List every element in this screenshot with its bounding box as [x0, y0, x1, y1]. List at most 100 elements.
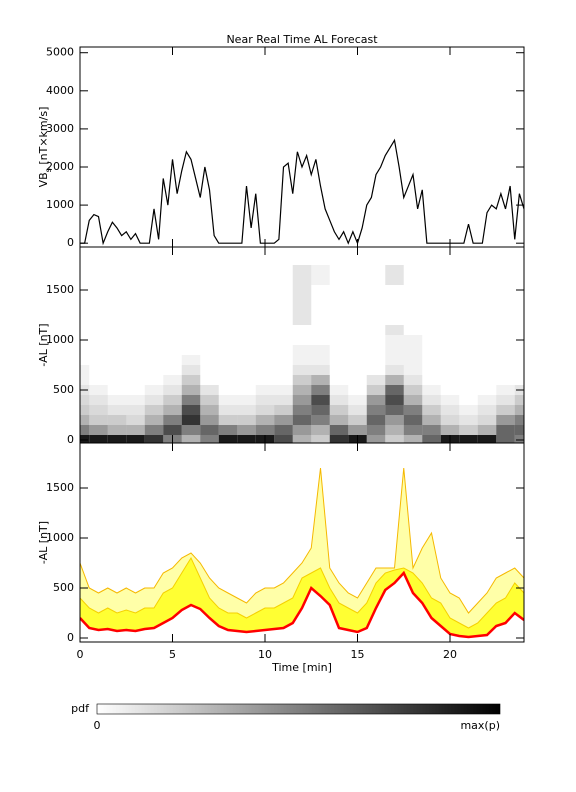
heatmap-cell: [404, 325, 423, 335]
heatmap-cell: [108, 275, 127, 285]
heatmap-cell: [108, 265, 127, 275]
heatmap-cell: [80, 365, 90, 375]
heatmap-cell: [459, 265, 478, 275]
heatmap-cell: [403, 365, 423, 375]
heatmap-cell: [89, 405, 108, 415]
heatmap-cell: [182, 345, 201, 355]
heatmap-cell: [459, 285, 478, 295]
heatmap-cell: [163, 315, 182, 325]
heatmap-cell: [145, 315, 164, 325]
heatmap-cell: [181, 395, 201, 405]
heatmap-cell: [422, 335, 441, 345]
heatmap-cell: [403, 355, 423, 365]
heatmap-cell: [163, 335, 182, 345]
heatmap-cell: [292, 295, 312, 305]
heatmap-cell: [255, 395, 275, 405]
x-tick-label: 10: [258, 648, 272, 661]
heatmap-cell: [200, 385, 219, 395]
heatmap-cell: [366, 375, 386, 385]
heatmap-cell: [163, 405, 182, 415]
heatmap-cell: [441, 325, 460, 335]
heatmap-cell: [477, 395, 497, 405]
heatmap-cell: [385, 305, 404, 315]
heatmap-cell: [367, 355, 386, 365]
heatmap-cell: [256, 375, 275, 385]
heatmap-cell: [200, 265, 219, 275]
heatmap-cell: [218, 405, 238, 415]
heatmap-cell: [89, 295, 108, 305]
y-tick-label: 1000: [46, 198, 74, 211]
heatmap-cell: [144, 425, 164, 435]
heatmap-cell: [422, 375, 441, 385]
heatmap-cell: [126, 435, 145, 443]
heatmap-cell: [163, 325, 182, 335]
heatmap-cell: [441, 295, 460, 305]
heatmap-cell: [329, 405, 349, 415]
heatmap-cell: [219, 385, 238, 395]
heatmap-cell: [182, 275, 201, 285]
heatmap-cell: [108, 375, 127, 385]
heatmap-cell: [126, 405, 145, 415]
chart-title: Near Real Time AL Forecast: [226, 33, 378, 46]
heatmap-cell: [89, 435, 108, 443]
heatmap-cell: [219, 365, 238, 375]
heatmap-cell: [478, 385, 497, 395]
heatmap-cell: [514, 435, 524, 443]
heatmap-cell: [311, 335, 330, 345]
heatmap-cell: [330, 345, 349, 355]
heatmap-cell: [311, 355, 330, 365]
heatmap-cell: [89, 315, 108, 325]
x-axis-label: Time [min]: [271, 661, 332, 674]
heatmap-cell: [385, 285, 404, 295]
heatmap-cell: [496, 275, 515, 285]
heatmap-cell: [89, 415, 108, 425]
heatmap-cell: [200, 335, 219, 345]
heatmap-cell: [367, 345, 386, 355]
heatmap-cell: [107, 435, 127, 443]
heatmap-cell: [514, 415, 524, 425]
heatmap-cell: [366, 435, 386, 443]
heatmap-cell: [292, 315, 312, 325]
heatmap-cell: [163, 415, 182, 425]
heatmap-cell: [145, 275, 164, 285]
heatmap-cell: [237, 425, 256, 435]
heatmap-cell: [256, 335, 275, 345]
x-tick-label: 0: [77, 648, 84, 661]
heatmap-cell: [108, 385, 127, 395]
heatmap-cell: [163, 425, 182, 435]
heatmap-cell: [348, 425, 367, 435]
heatmap-cell: [385, 265, 404, 275]
heatmap-cell: [292, 285, 312, 295]
heatmap-cell: [459, 345, 478, 355]
plot-area: [80, 467, 524, 642]
heatmap-cell: [459, 355, 478, 365]
heatmap-cell: [478, 305, 497, 315]
heatmap-cell: [404, 285, 423, 295]
area-edge: [80, 467, 524, 614]
heatmap-cell: [126, 355, 145, 365]
heatmap-cell: [89, 375, 108, 385]
heatmap-cell: [385, 335, 404, 345]
heatmap-cell: [108, 365, 127, 375]
heatmap-cell: [459, 375, 478, 385]
heatmap-cell: [514, 425, 524, 435]
heatmap-cell: [459, 435, 478, 443]
heatmap-cell: [256, 365, 275, 375]
heatmap-cell: [144, 385, 164, 395]
heatmap-cell: [496, 375, 515, 385]
heatmap-cell: [108, 355, 127, 365]
heatmap-cell: [274, 415, 293, 425]
heatmap-cell: [237, 265, 256, 275]
heatmap-cell: [403, 335, 423, 345]
heatmap-cell: [200, 305, 219, 315]
heatmap-cell: [422, 385, 441, 395]
heatmap-cell: [348, 345, 367, 355]
heatmap-cell: [496, 435, 515, 443]
y-tick-label: 1500: [46, 481, 74, 494]
y-axis-label: -AL [nT]: [37, 521, 50, 564]
heatmap-cell: [329, 435, 349, 443]
heatmap-cell: [200, 275, 219, 285]
heatmap-cell: [80, 375, 90, 385]
heatmap-cell: [348, 325, 367, 335]
heatmap-cell: [311, 345, 330, 355]
